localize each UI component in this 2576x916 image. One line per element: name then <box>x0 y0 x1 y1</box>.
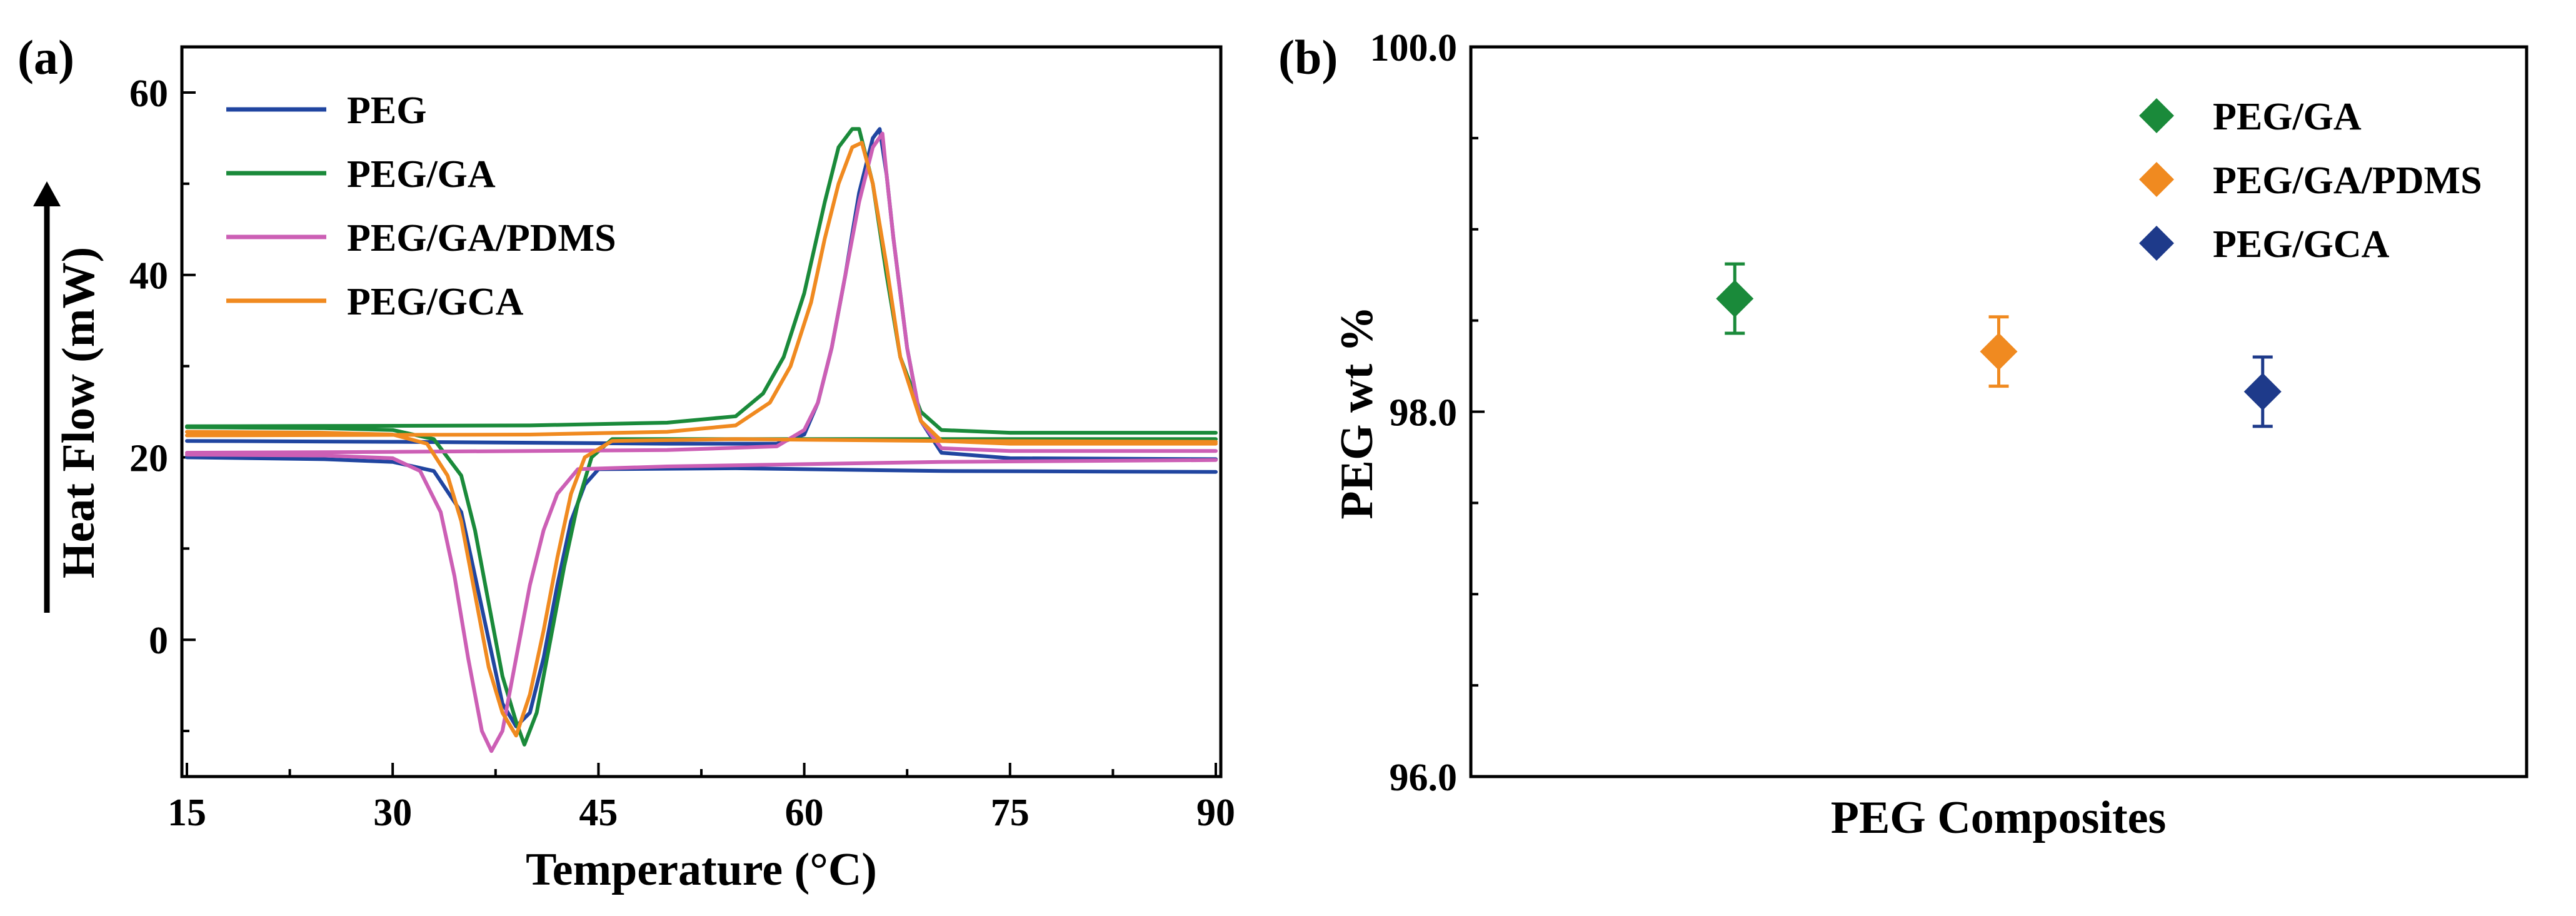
y-tick-label: 40 <box>129 255 168 298</box>
x-tick-label: 15 <box>168 792 206 834</box>
x-tick-label: 30 <box>373 792 412 834</box>
panel-b-x-title: PEG Composites <box>1831 792 2167 843</box>
peg-heating-curve <box>185 455 1218 728</box>
peg-cooling-curve <box>185 127 1218 461</box>
y-tick-label: 98.0 <box>1390 392 1458 435</box>
y-tick-label: 100.0 <box>1370 27 1458 69</box>
panel-a-x-title: Temperature (°C) <box>526 844 877 895</box>
panel-b-points <box>1716 262 2282 428</box>
legend-marker <box>2139 162 2174 197</box>
peg-ga-pdms-cooling-curve <box>185 131 1218 455</box>
x-tick-label: 90 <box>1196 792 1235 834</box>
panel-b-legend: PEG/GA PEG/GA/PDMS PEG/GCA <box>2139 96 2482 266</box>
peg-ga-pdms-heating-curve <box>185 453 1218 753</box>
legend-label: PEG/GCA <box>2213 223 2390 266</box>
legend-marker <box>2139 98 2174 133</box>
peg-ga-heating-curve <box>185 425 1218 747</box>
x-tick-label: 45 <box>579 792 618 834</box>
x-tick-label: 60 <box>785 792 824 834</box>
panel-a: (a) 15 30 45 60 75 90 0 20 40 60 PEG PEG/GA PEG/GA/… <box>18 30 1235 895</box>
legend-marker <box>2139 226 2174 261</box>
panel-a-y-title: Heat Flow (mW) <box>53 247 104 578</box>
peg-gca-cooling-curve <box>185 141 1218 446</box>
panel-a-legend: PEG PEG/GA PEG/GA/PDMS PEG/GCA <box>226 89 616 323</box>
legend-label: PEG/GA <box>347 153 496 196</box>
legend-label: PEG/GA/PDMS <box>2213 159 2482 202</box>
peg-ga-pdms-data-point <box>1980 333 2018 371</box>
panel-b-ticks: 96.0 98.0 100.0 <box>1370 27 1485 799</box>
y-tick-label: 96.0 <box>1390 757 1458 799</box>
legend-label: PEG/GA/PDMS <box>347 217 616 259</box>
legend-label: PEG <box>347 89 426 132</box>
peg-ga-cooling-curve <box>185 127 1218 435</box>
peg-gca-data-point <box>2243 373 2282 411</box>
y-tick-label: 60 <box>129 73 168 115</box>
peg-ga-data-point <box>1716 279 1754 318</box>
panel-a-curves <box>185 127 1218 753</box>
legend-label: PEG/GA <box>2213 96 2362 138</box>
panel-b-y-title: PEG wt % <box>1331 306 1383 519</box>
y-tick-label: 20 <box>129 437 168 480</box>
y-tick-label: 0 <box>149 620 168 662</box>
legend-label: PEG/GCA <box>347 281 524 323</box>
peg-gca-heating-curve <box>185 430 1218 738</box>
panel-a-ticks: 15 30 45 60 75 90 0 20 40 60 <box>129 73 1235 834</box>
panel-b-label: (b) <box>1278 30 1338 84</box>
panel-a-label: (a) <box>18 30 74 84</box>
panel-a-y-title-group: Heat Flow (mW) <box>33 181 104 613</box>
x-tick-label: 75 <box>991 792 1030 834</box>
panel-a-frame <box>180 45 1223 778</box>
y-direction-arrow-head <box>33 181 61 206</box>
panel-b-frame <box>1469 45 2528 778</box>
